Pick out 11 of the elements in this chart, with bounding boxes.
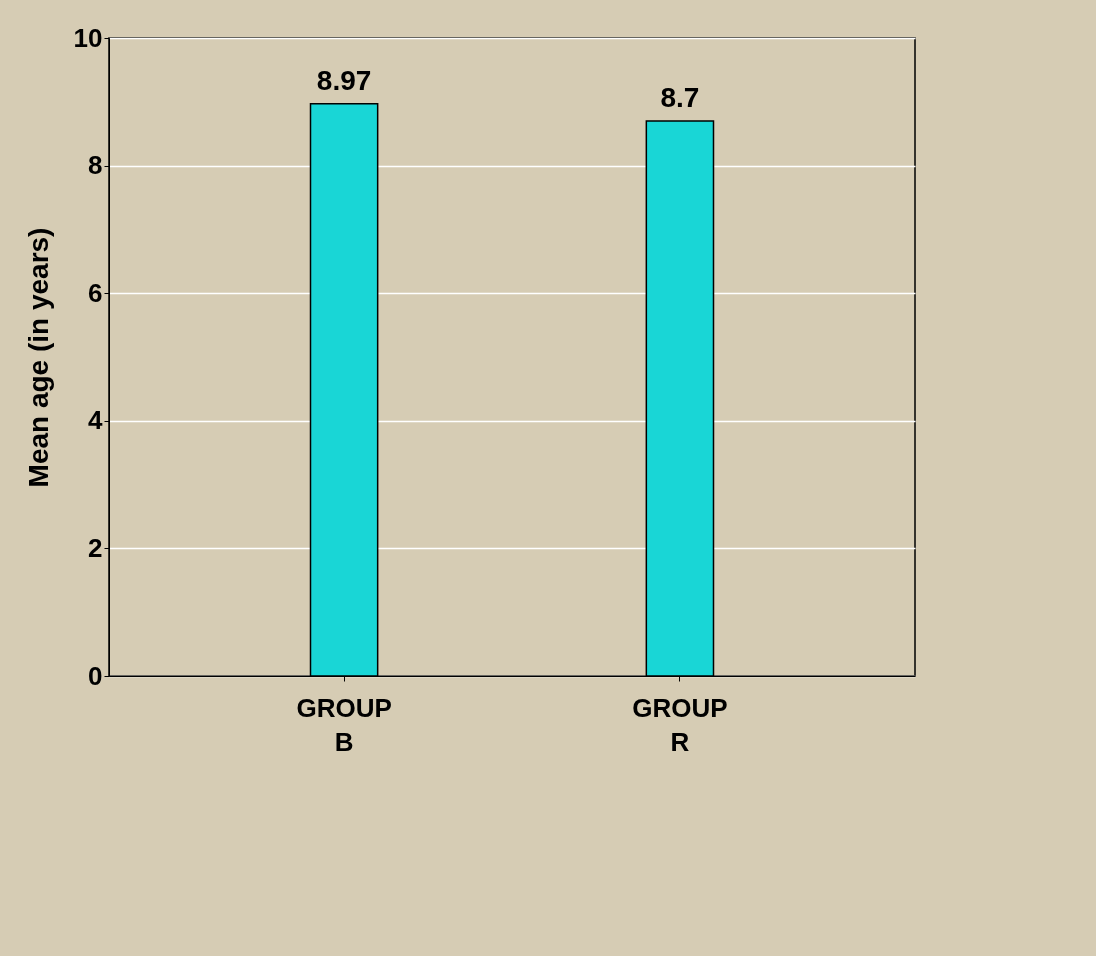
- x-tick-label: GROUP B: [296, 692, 392, 757]
- x-tick-label: GROUP R: [632, 692, 728, 757]
- y-tick-label: 10: [73, 22, 103, 53]
- y-tick-label: 2: [88, 532, 103, 563]
- y-tick-label: 0: [88, 660, 103, 691]
- y-tick-label: 4: [88, 405, 104, 436]
- y-tick-label: 6: [88, 277, 103, 308]
- data-label: 8.7: [660, 81, 700, 113]
- y-axis-title: Mean age (in years): [22, 227, 54, 488]
- y-tick-label: 8: [88, 150, 103, 181]
- data-label: 8.97: [316, 64, 372, 96]
